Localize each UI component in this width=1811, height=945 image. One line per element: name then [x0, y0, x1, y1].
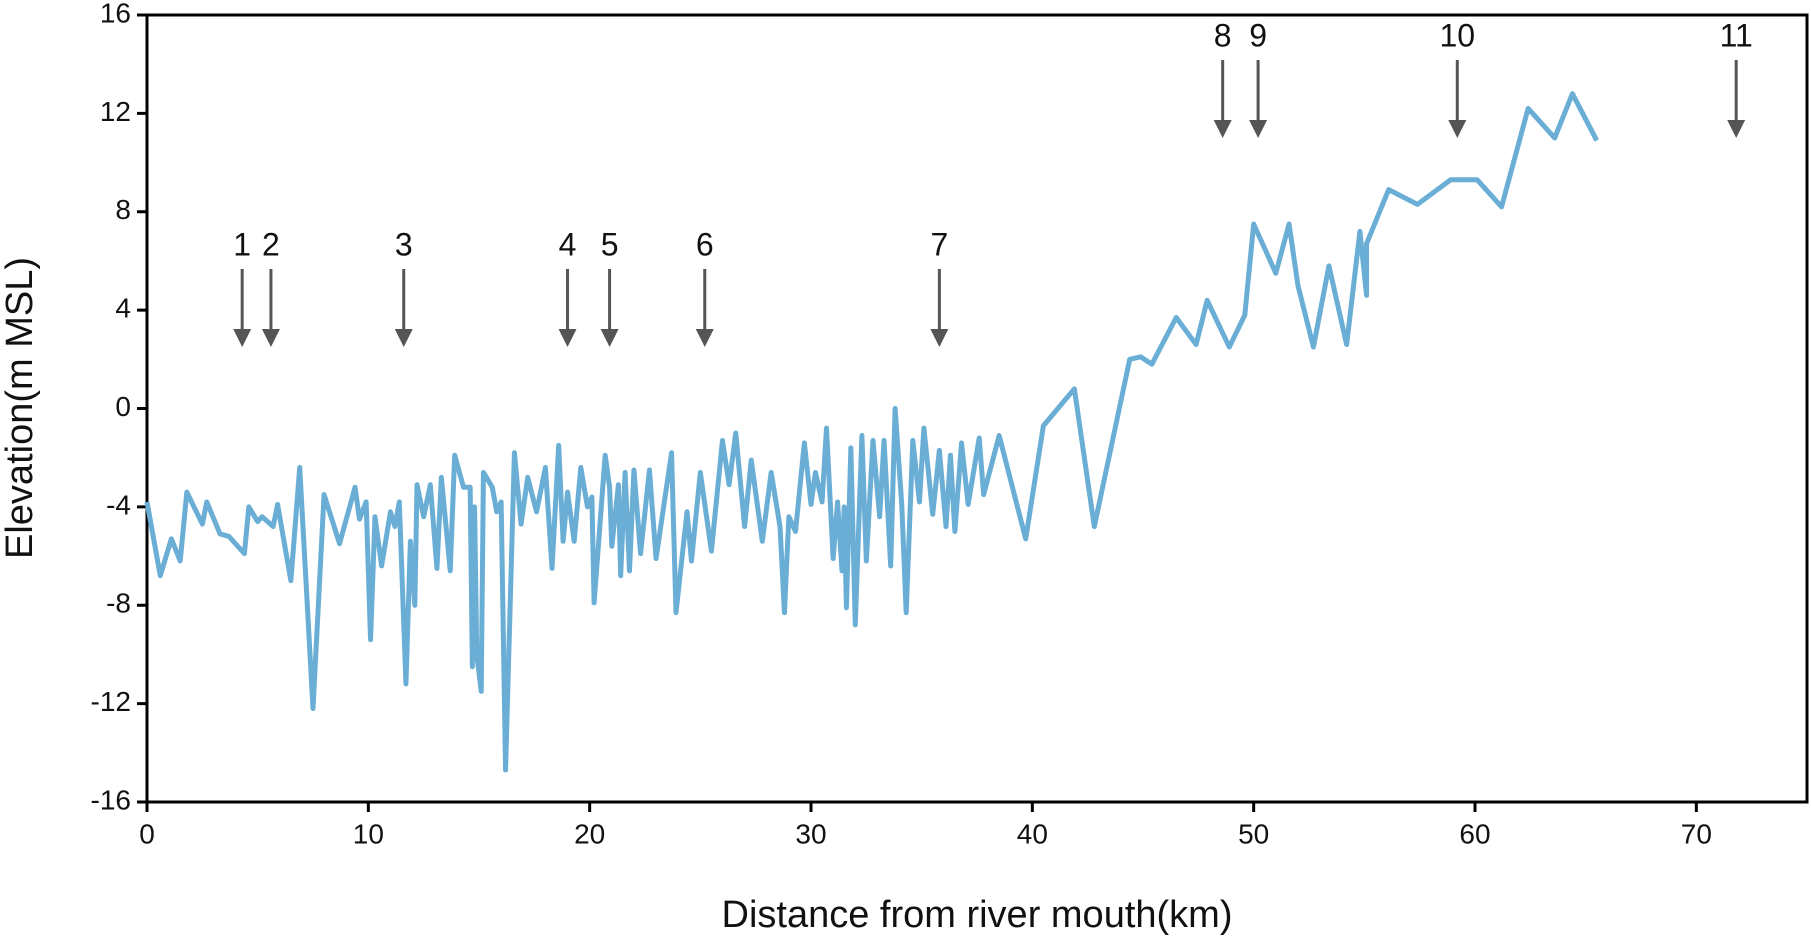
arrow-head [558, 329, 577, 348]
y-tick-label: 4 [115, 293, 131, 324]
annotation-label: 9 [1249, 17, 1267, 53]
y-tick-label: 8 [115, 194, 131, 225]
y-tick-label: -12 [91, 686, 131, 717]
y-tick-label: -16 [91, 784, 131, 815]
arrow-head [930, 329, 949, 348]
arrow-head [261, 329, 280, 348]
annotation-label: 10 [1439, 17, 1475, 53]
arrow-head [1448, 119, 1467, 138]
y-tick-label: -4 [106, 489, 131, 520]
y-axis-title: Elevation(m MSL) [0, 257, 41, 559]
x-tick-label: 30 [795, 818, 826, 849]
x-tick-label: 10 [353, 818, 384, 849]
annotation-label: 6 [696, 226, 714, 262]
x-tick-label: 20 [574, 818, 605, 849]
annotation-label: 3 [395, 226, 413, 262]
arrow-head [233, 329, 252, 348]
annotation-label: 11 [1720, 17, 1753, 53]
x-axis-title: Distance from river mouth(km) [722, 894, 1233, 936]
x-tick-label: 40 [1017, 818, 1048, 849]
arrow-head [1727, 119, 1746, 138]
annotation-label: 4 [559, 226, 577, 262]
annotation-label: 7 [930, 226, 948, 262]
annotation-label: 2 [262, 226, 280, 262]
x-tick-label: 0 [139, 818, 155, 849]
y-tick-label: -8 [106, 588, 131, 619]
arrow-head [1249, 119, 1268, 138]
x-tick-label: 50 [1238, 818, 1269, 849]
arrow-head [695, 329, 714, 348]
annotation-label: 1 [233, 226, 251, 262]
y-tick-label: 12 [100, 96, 131, 127]
elevation-line [144, 91, 1599, 773]
arrow-head [600, 329, 619, 348]
annotation-label: 8 [1214, 17, 1232, 53]
x-tick-label: 60 [1459, 818, 1490, 849]
y-tick-label: 0 [115, 391, 131, 422]
arrow-head [394, 329, 413, 348]
annotation-label: 5 [601, 226, 619, 262]
y-tick-label: 16 [100, 0, 131, 28]
x-tick-label: 70 [1681, 818, 1712, 849]
arrow-head [1213, 119, 1232, 138]
